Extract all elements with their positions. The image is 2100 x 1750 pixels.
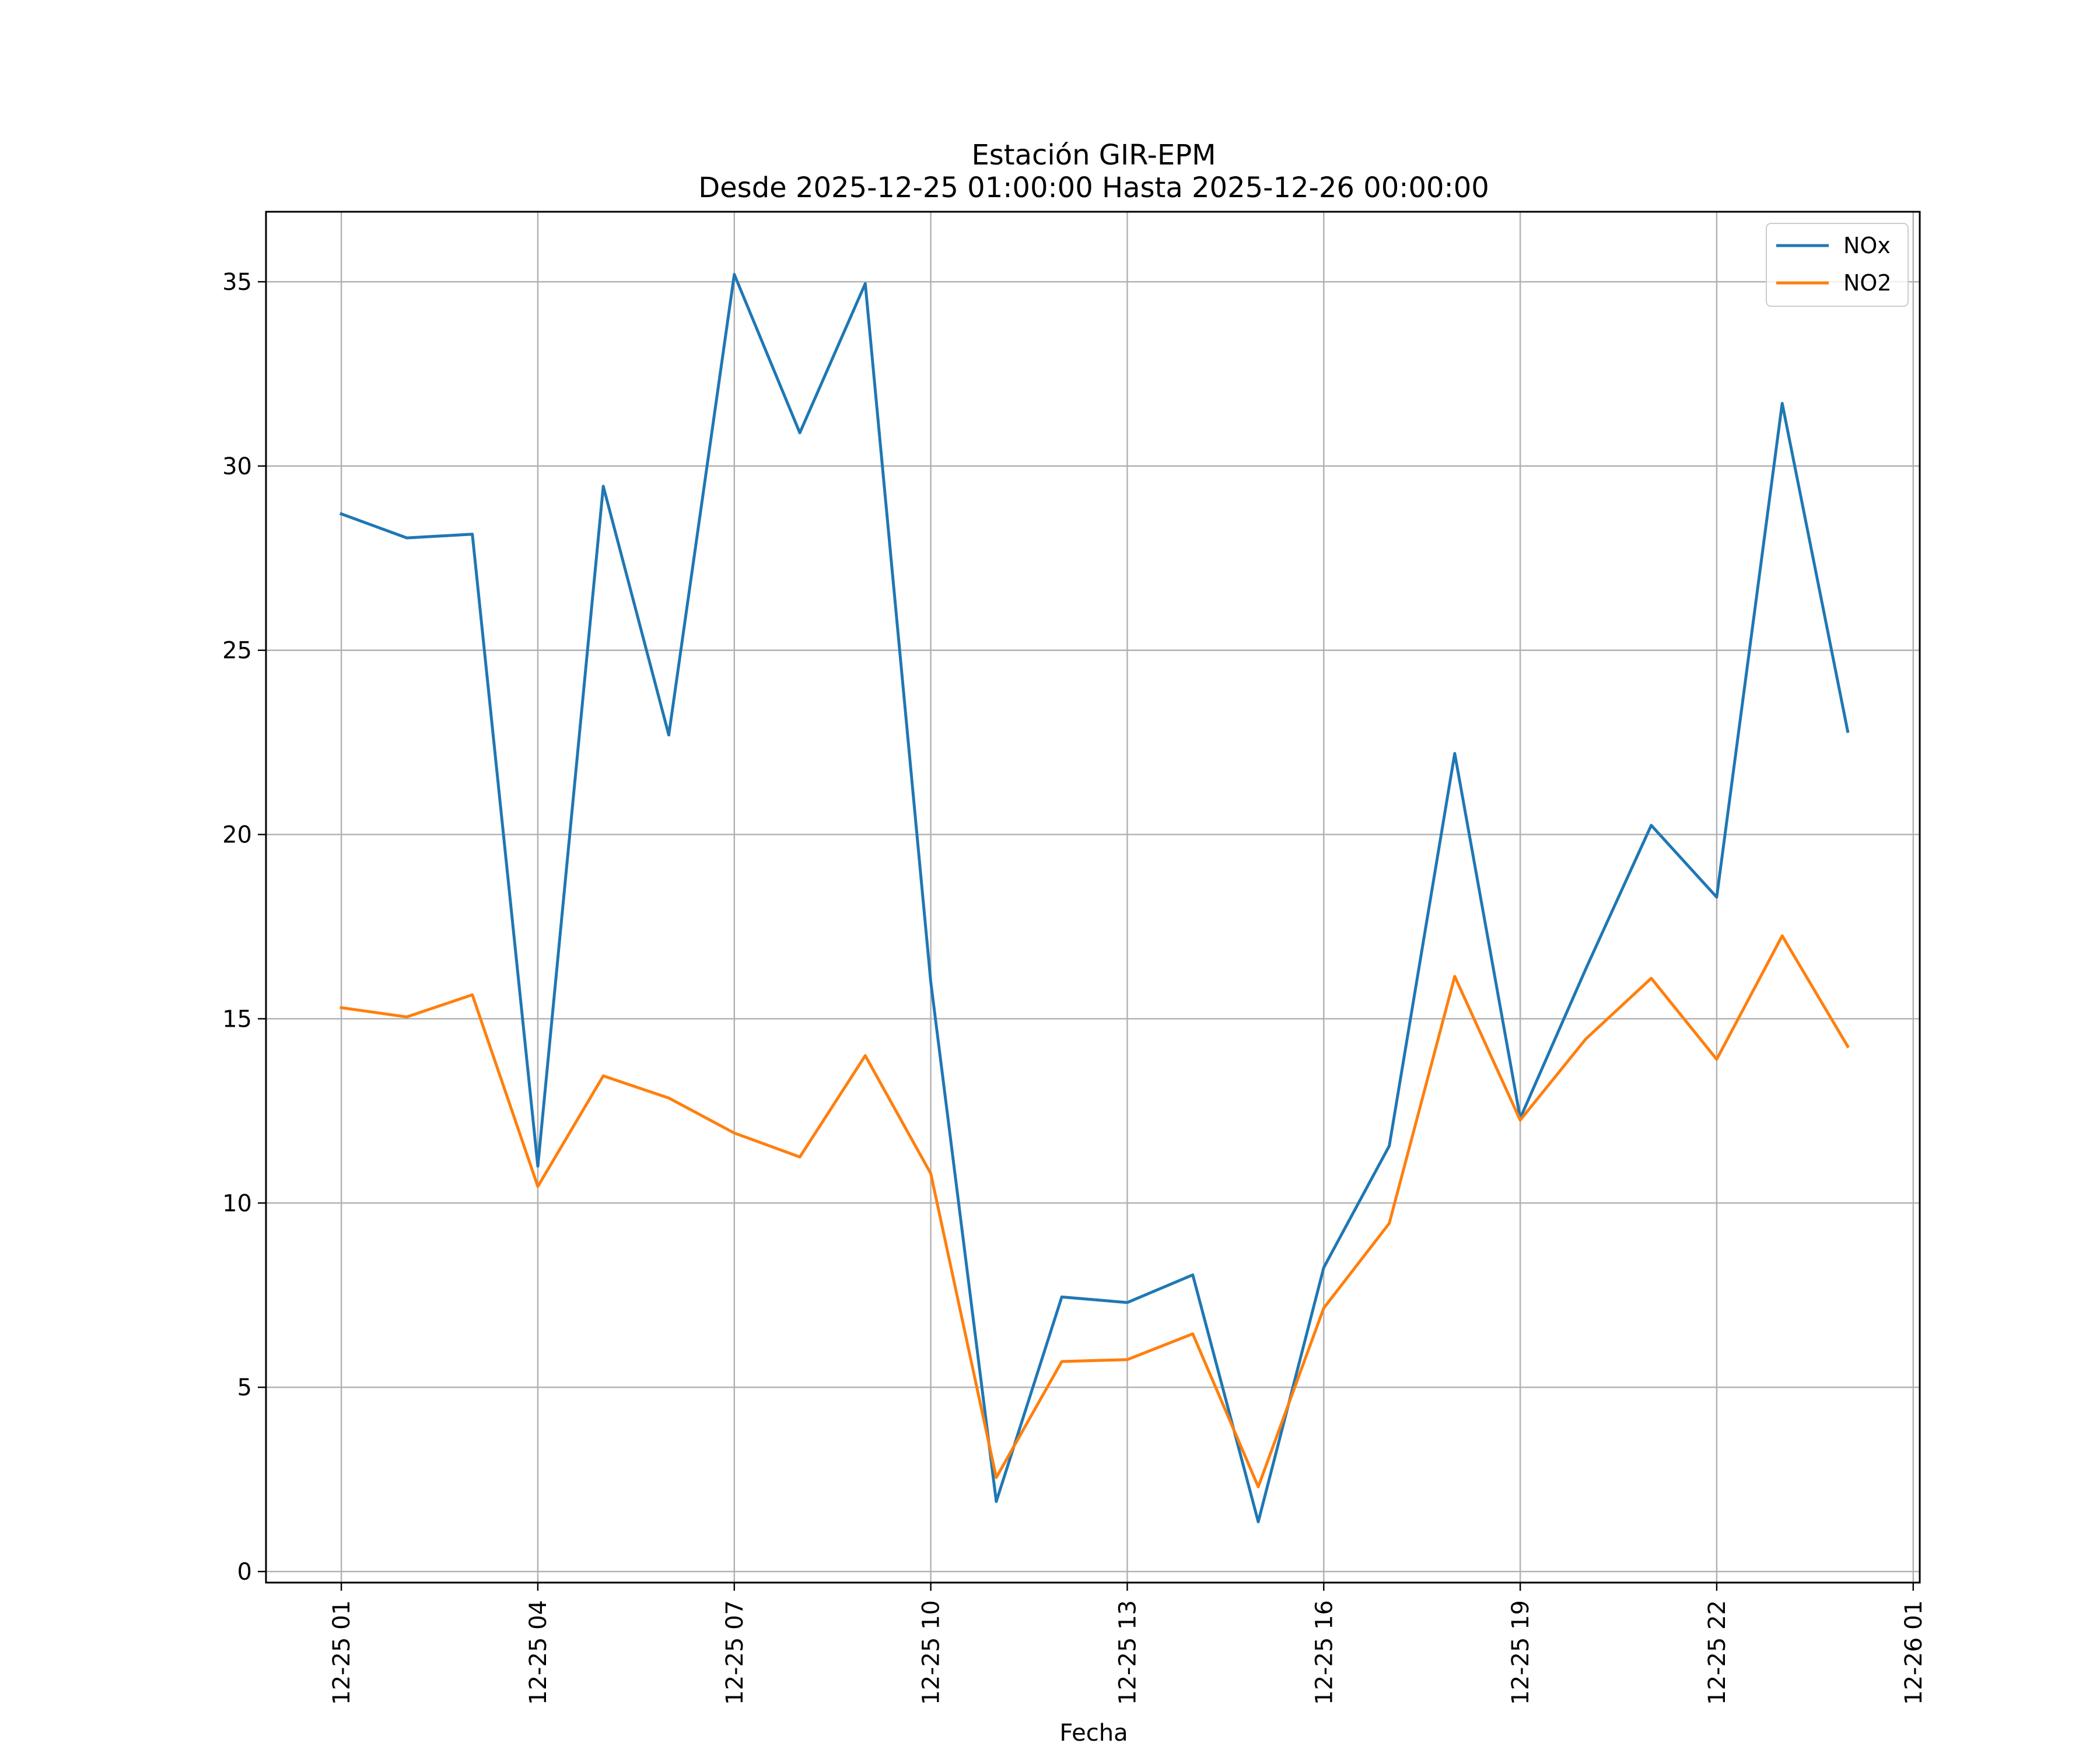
x-tick-label: 12-26 01 [1901,1600,1927,1705]
y-tick-label: 25 [222,638,252,664]
y-tick-label: 30 [222,453,252,480]
legend-label-nox: NOx [1843,233,1891,258]
x-tick-label: 12-25 10 [918,1600,945,1705]
chart-subtitle: Desde 2025-12-25 01:00:00 Hasta 2025-12-… [698,172,1489,204]
x-tick-label: 12-25 07 [722,1600,748,1705]
x-tick-label: 12-25 22 [1704,1600,1731,1705]
series-line-no2 [340,934,1850,1489]
y-tick-label: 35 [222,269,252,296]
legend: NOx NO2 [1766,223,1909,307]
y-tick-label: 15 [222,1006,252,1032]
x-tick-label: 12-25 19 [1507,1600,1534,1705]
x-tick-label: 12-25 13 [1114,1600,1141,1705]
y-tick-label: 5 [237,1374,252,1401]
plot-frame [265,211,1921,1584]
y-tick-label: 20 [222,822,252,849]
y-tick-label: 10 [222,1190,252,1217]
x-tick-label: 12-25 16 [1311,1600,1338,1705]
axis-ticks: 12-25 01 12-25 04 12-25 07 12-25 10 12-25 13… [222,269,1927,1705]
x-axis-label: Fecha [1059,1720,1128,1746]
y-tick-label: 0 [237,1559,252,1586]
legend-label-no2: NO2 [1843,270,1892,296]
x-tick-label: 12-25 04 [525,1600,552,1705]
grid [266,212,1920,1583]
series-line-nox [339,272,1850,1524]
chart-title: Estación GIR-EPM [971,139,1216,172]
x-tick-label: 12-25 01 [328,1600,355,1705]
series-lines [339,272,1850,1524]
